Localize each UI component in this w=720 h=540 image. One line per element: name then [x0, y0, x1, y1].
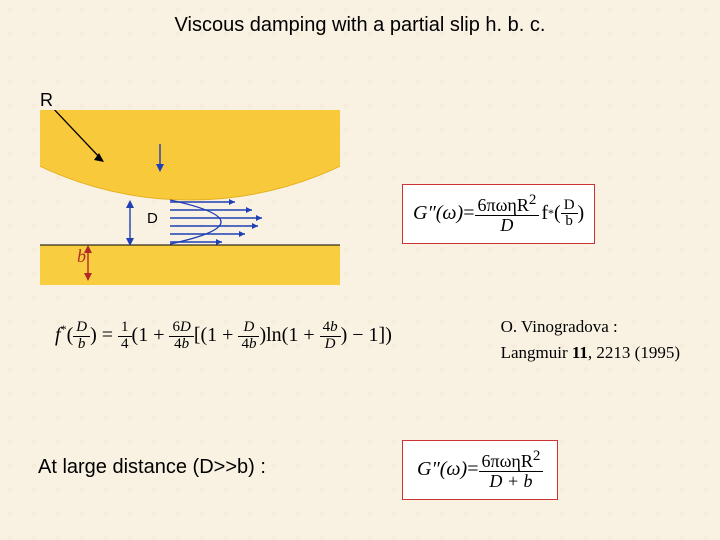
frac-db-den: b [561, 214, 578, 230]
fstar-close: ) [578, 202, 585, 225]
formula-gpp-fstar: G″(ω) = 6πωηR2 D f*( D b ) [402, 184, 595, 244]
sphere-surface [40, 110, 340, 200]
slip-diagram: R D b [40, 110, 340, 290]
frac3-den: D + b [479, 472, 544, 491]
num3-text: 6πωηR [482, 451, 533, 471]
num3-exp: 2 [533, 448, 541, 464]
frac-db-num: D [561, 198, 578, 215]
eq3-sign: = [467, 458, 478, 481]
label-r: R [40, 90, 53, 111]
frac3-num: 6πωηR2 [479, 449, 544, 472]
velocity-profile [170, 200, 262, 244]
formula-gpp-large-d: G″(ω) = 6πωηR2 D + b [402, 440, 558, 500]
label-b: b [77, 246, 86, 267]
eq-sign: = [463, 202, 474, 225]
fstar-open: ( [554, 202, 561, 225]
large-distance-text: At large distance (D>>b) : [38, 456, 266, 479]
frac3: 6πωηR2 D + b [479, 449, 544, 491]
num-exp: 2 [529, 192, 537, 208]
frac-den: D [475, 216, 540, 235]
citation: O. Vinogradova : Langmuir 11, 2213 (1995… [501, 314, 680, 365]
citation-author: O. Vinogradova : [501, 314, 680, 340]
gpp-lhs: G″(ω) [413, 202, 463, 225]
citation-journal: Langmuir 11, 2213 (1995) [501, 340, 680, 366]
frac-db: D b [561, 198, 578, 231]
label-d: D [147, 210, 158, 227]
num-text: 6πωηR [478, 195, 529, 215]
frac-main: 6πωηR2 D [475, 193, 540, 235]
fstar-f: f [541, 202, 548, 225]
velocity-arrowheads [216, 199, 262, 245]
formula-fstar-expansion: f*(Db) = 14(1 + 6D4b[(1 + D4b)ln(1 + 4bD… [55, 320, 435, 353]
gpp3-lhs: G″(ω) [417, 458, 467, 481]
page-title: Viscous damping with a partial slip h. b… [0, 14, 720, 37]
frac-num: 6πωηR2 [475, 193, 540, 216]
